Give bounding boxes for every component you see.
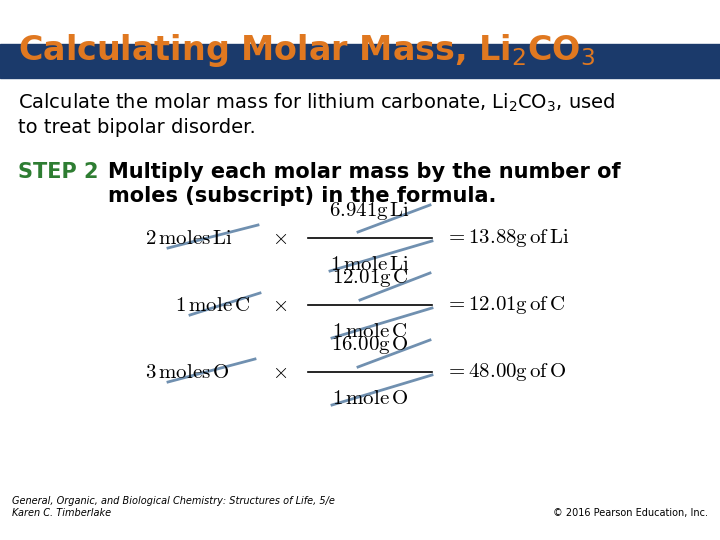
Text: $=12.01\mathrm{g\,of\,C}$: $=12.01\mathrm{g\,of\,C}$ bbox=[445, 294, 565, 316]
Text: $1\,\mathrm{mole\,O}$: $1\,\mathrm{mole\,O}$ bbox=[332, 388, 408, 408]
Bar bbox=[0, 44, 720, 78]
Text: Multiply each molar mass by the number of: Multiply each molar mass by the number o… bbox=[108, 162, 621, 182]
Text: $2\,\mathrm{moles\,Li}$: $2\,\mathrm{moles\,Li}$ bbox=[145, 228, 233, 248]
Text: $=48.00\mathrm{g\,of\,O}$: $=48.00\mathrm{g\,of\,O}$ bbox=[445, 361, 566, 383]
Text: $16.00\mathrm{g\,O}$: $16.00\mathrm{g\,O}$ bbox=[331, 334, 409, 356]
Text: $\times$: $\times$ bbox=[272, 295, 287, 315]
Text: $\times$: $\times$ bbox=[272, 362, 287, 382]
Text: $1\,\mathrm{mole\,C}$: $1\,\mathrm{mole\,C}$ bbox=[333, 321, 408, 341]
Text: to treat bipolar disorder.: to treat bipolar disorder. bbox=[18, 118, 256, 137]
Text: $=13.88\mathrm{g\,of\,Li}$: $=13.88\mathrm{g\,of\,Li}$ bbox=[445, 227, 570, 249]
Text: Calculating Molar Mass, Li$_2$CO$_3$: Calculating Molar Mass, Li$_2$CO$_3$ bbox=[18, 32, 595, 69]
Text: $\times$: $\times$ bbox=[272, 228, 287, 248]
Text: © 2016 Pearson Education, Inc.: © 2016 Pearson Education, Inc. bbox=[553, 508, 708, 518]
Text: $6.941\mathrm{g\,Li}$: $6.941\mathrm{g\,Li}$ bbox=[330, 200, 410, 222]
Text: $12.01\mathrm{g\,C}$: $12.01\mathrm{g\,C}$ bbox=[332, 267, 408, 289]
Text: STEP 2: STEP 2 bbox=[18, 162, 99, 182]
Text: General, Organic, and Biological Chemistry: Structures of Life, 5/e
Karen C. Tim: General, Organic, and Biological Chemist… bbox=[12, 496, 335, 518]
Text: $3\,\mathrm{moles\,O}$: $3\,\mathrm{moles\,O}$ bbox=[145, 362, 230, 382]
Text: moles (subscript) in the formula.: moles (subscript) in the formula. bbox=[108, 186, 496, 206]
Text: Calculate the molar mass for lithium carbonate, Li$_2$CO$_3$, used: Calculate the molar mass for lithium car… bbox=[18, 92, 616, 114]
Text: $1\,\mathrm{mole\,Li}$: $1\,\mathrm{mole\,Li}$ bbox=[330, 254, 410, 274]
Text: $1\,\mathrm{mole\,C}$: $1\,\mathrm{mole\,C}$ bbox=[175, 295, 250, 315]
